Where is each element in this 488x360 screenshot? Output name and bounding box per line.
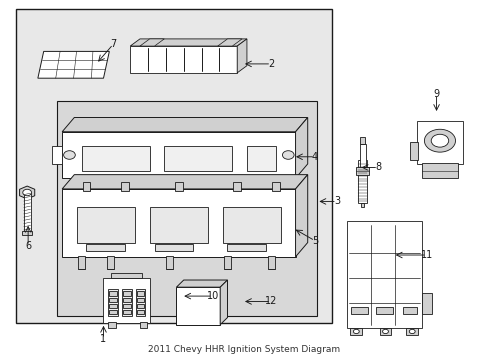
Polygon shape — [130, 39, 246, 46]
Bar — [350, 328, 362, 336]
Bar — [107, 256, 114, 269]
Bar — [136, 292, 144, 296]
Text: 12: 12 — [264, 296, 277, 306]
Polygon shape — [62, 132, 295, 178]
Bar — [246, 146, 276, 171]
Bar — [24, 193, 30, 232]
Polygon shape — [52, 146, 62, 164]
Text: 5: 5 — [311, 236, 318, 246]
Bar — [360, 137, 365, 144]
Bar — [136, 310, 144, 314]
Circle shape — [430, 134, 448, 147]
Polygon shape — [176, 280, 227, 287]
Bar — [416, 121, 462, 164]
Text: 11: 11 — [420, 250, 432, 260]
Text: 2011 Chevy HHR Ignition System Diagram: 2011 Chevy HHR Ignition System Diagram — [148, 345, 340, 354]
Text: 9: 9 — [432, 89, 439, 99]
Text: 6: 6 — [25, 241, 31, 251]
Bar — [164, 146, 232, 171]
Bar — [78, 256, 85, 269]
Bar — [222, 207, 281, 243]
Bar — [82, 182, 90, 191]
Polygon shape — [140, 39, 164, 46]
Circle shape — [408, 329, 414, 334]
Bar — [136, 297, 144, 302]
Bar — [154, 244, 193, 251]
Bar — [136, 303, 144, 308]
Polygon shape — [237, 39, 246, 73]
Bar — [351, 307, 368, 314]
Bar — [108, 289, 118, 316]
Circle shape — [424, 129, 455, 152]
Bar — [108, 322, 116, 328]
Bar — [140, 322, 147, 328]
Bar — [175, 182, 183, 191]
Bar — [375, 307, 392, 314]
Bar — [103, 278, 149, 323]
Bar — [135, 289, 145, 316]
Bar — [109, 292, 117, 296]
Text: 2: 2 — [267, 59, 274, 69]
Bar — [122, 292, 130, 296]
Circle shape — [63, 151, 75, 159]
Polygon shape — [62, 175, 307, 189]
Text: 1: 1 — [100, 334, 106, 344]
Polygon shape — [220, 280, 227, 325]
Bar — [421, 163, 458, 178]
Bar — [16, 9, 331, 323]
Bar — [109, 310, 117, 314]
Polygon shape — [62, 189, 295, 257]
Circle shape — [382, 329, 387, 334]
Bar — [122, 297, 130, 302]
Bar — [109, 303, 117, 308]
Bar — [224, 256, 230, 269]
Polygon shape — [176, 287, 220, 325]
Circle shape — [353, 329, 359, 334]
Bar — [122, 310, 130, 314]
Text: 4: 4 — [311, 152, 317, 162]
Polygon shape — [20, 186, 35, 199]
Bar — [359, 144, 365, 167]
Bar — [81, 146, 149, 171]
Circle shape — [282, 151, 293, 159]
Polygon shape — [295, 117, 307, 178]
Bar — [122, 289, 131, 316]
Text: 7: 7 — [110, 39, 116, 49]
Bar — [22, 231, 32, 235]
Bar — [121, 182, 129, 191]
Bar — [233, 182, 241, 191]
Bar — [421, 293, 431, 314]
Bar — [346, 221, 421, 328]
Bar — [109, 297, 117, 302]
Bar — [361, 203, 364, 207]
Bar — [409, 143, 417, 160]
Bar — [402, 307, 416, 314]
Bar — [356, 167, 368, 175]
Bar — [406, 328, 417, 336]
Bar — [379, 328, 390, 336]
Polygon shape — [295, 175, 307, 257]
Bar — [77, 207, 135, 243]
Bar — [86, 244, 125, 251]
Bar — [149, 207, 207, 243]
Bar — [358, 160, 366, 203]
Text: 3: 3 — [333, 197, 339, 206]
Polygon shape — [62, 117, 307, 132]
Bar — [57, 102, 317, 316]
Polygon shape — [38, 51, 109, 78]
Bar — [130, 46, 237, 73]
Text: 10: 10 — [206, 291, 219, 301]
Bar — [227, 244, 266, 251]
Circle shape — [23, 189, 31, 196]
Bar — [165, 256, 172, 269]
Bar — [111, 273, 142, 278]
Text: 8: 8 — [374, 162, 381, 172]
Bar — [272, 182, 280, 191]
Bar — [122, 303, 130, 308]
Polygon shape — [217, 39, 242, 46]
Bar — [267, 256, 274, 269]
